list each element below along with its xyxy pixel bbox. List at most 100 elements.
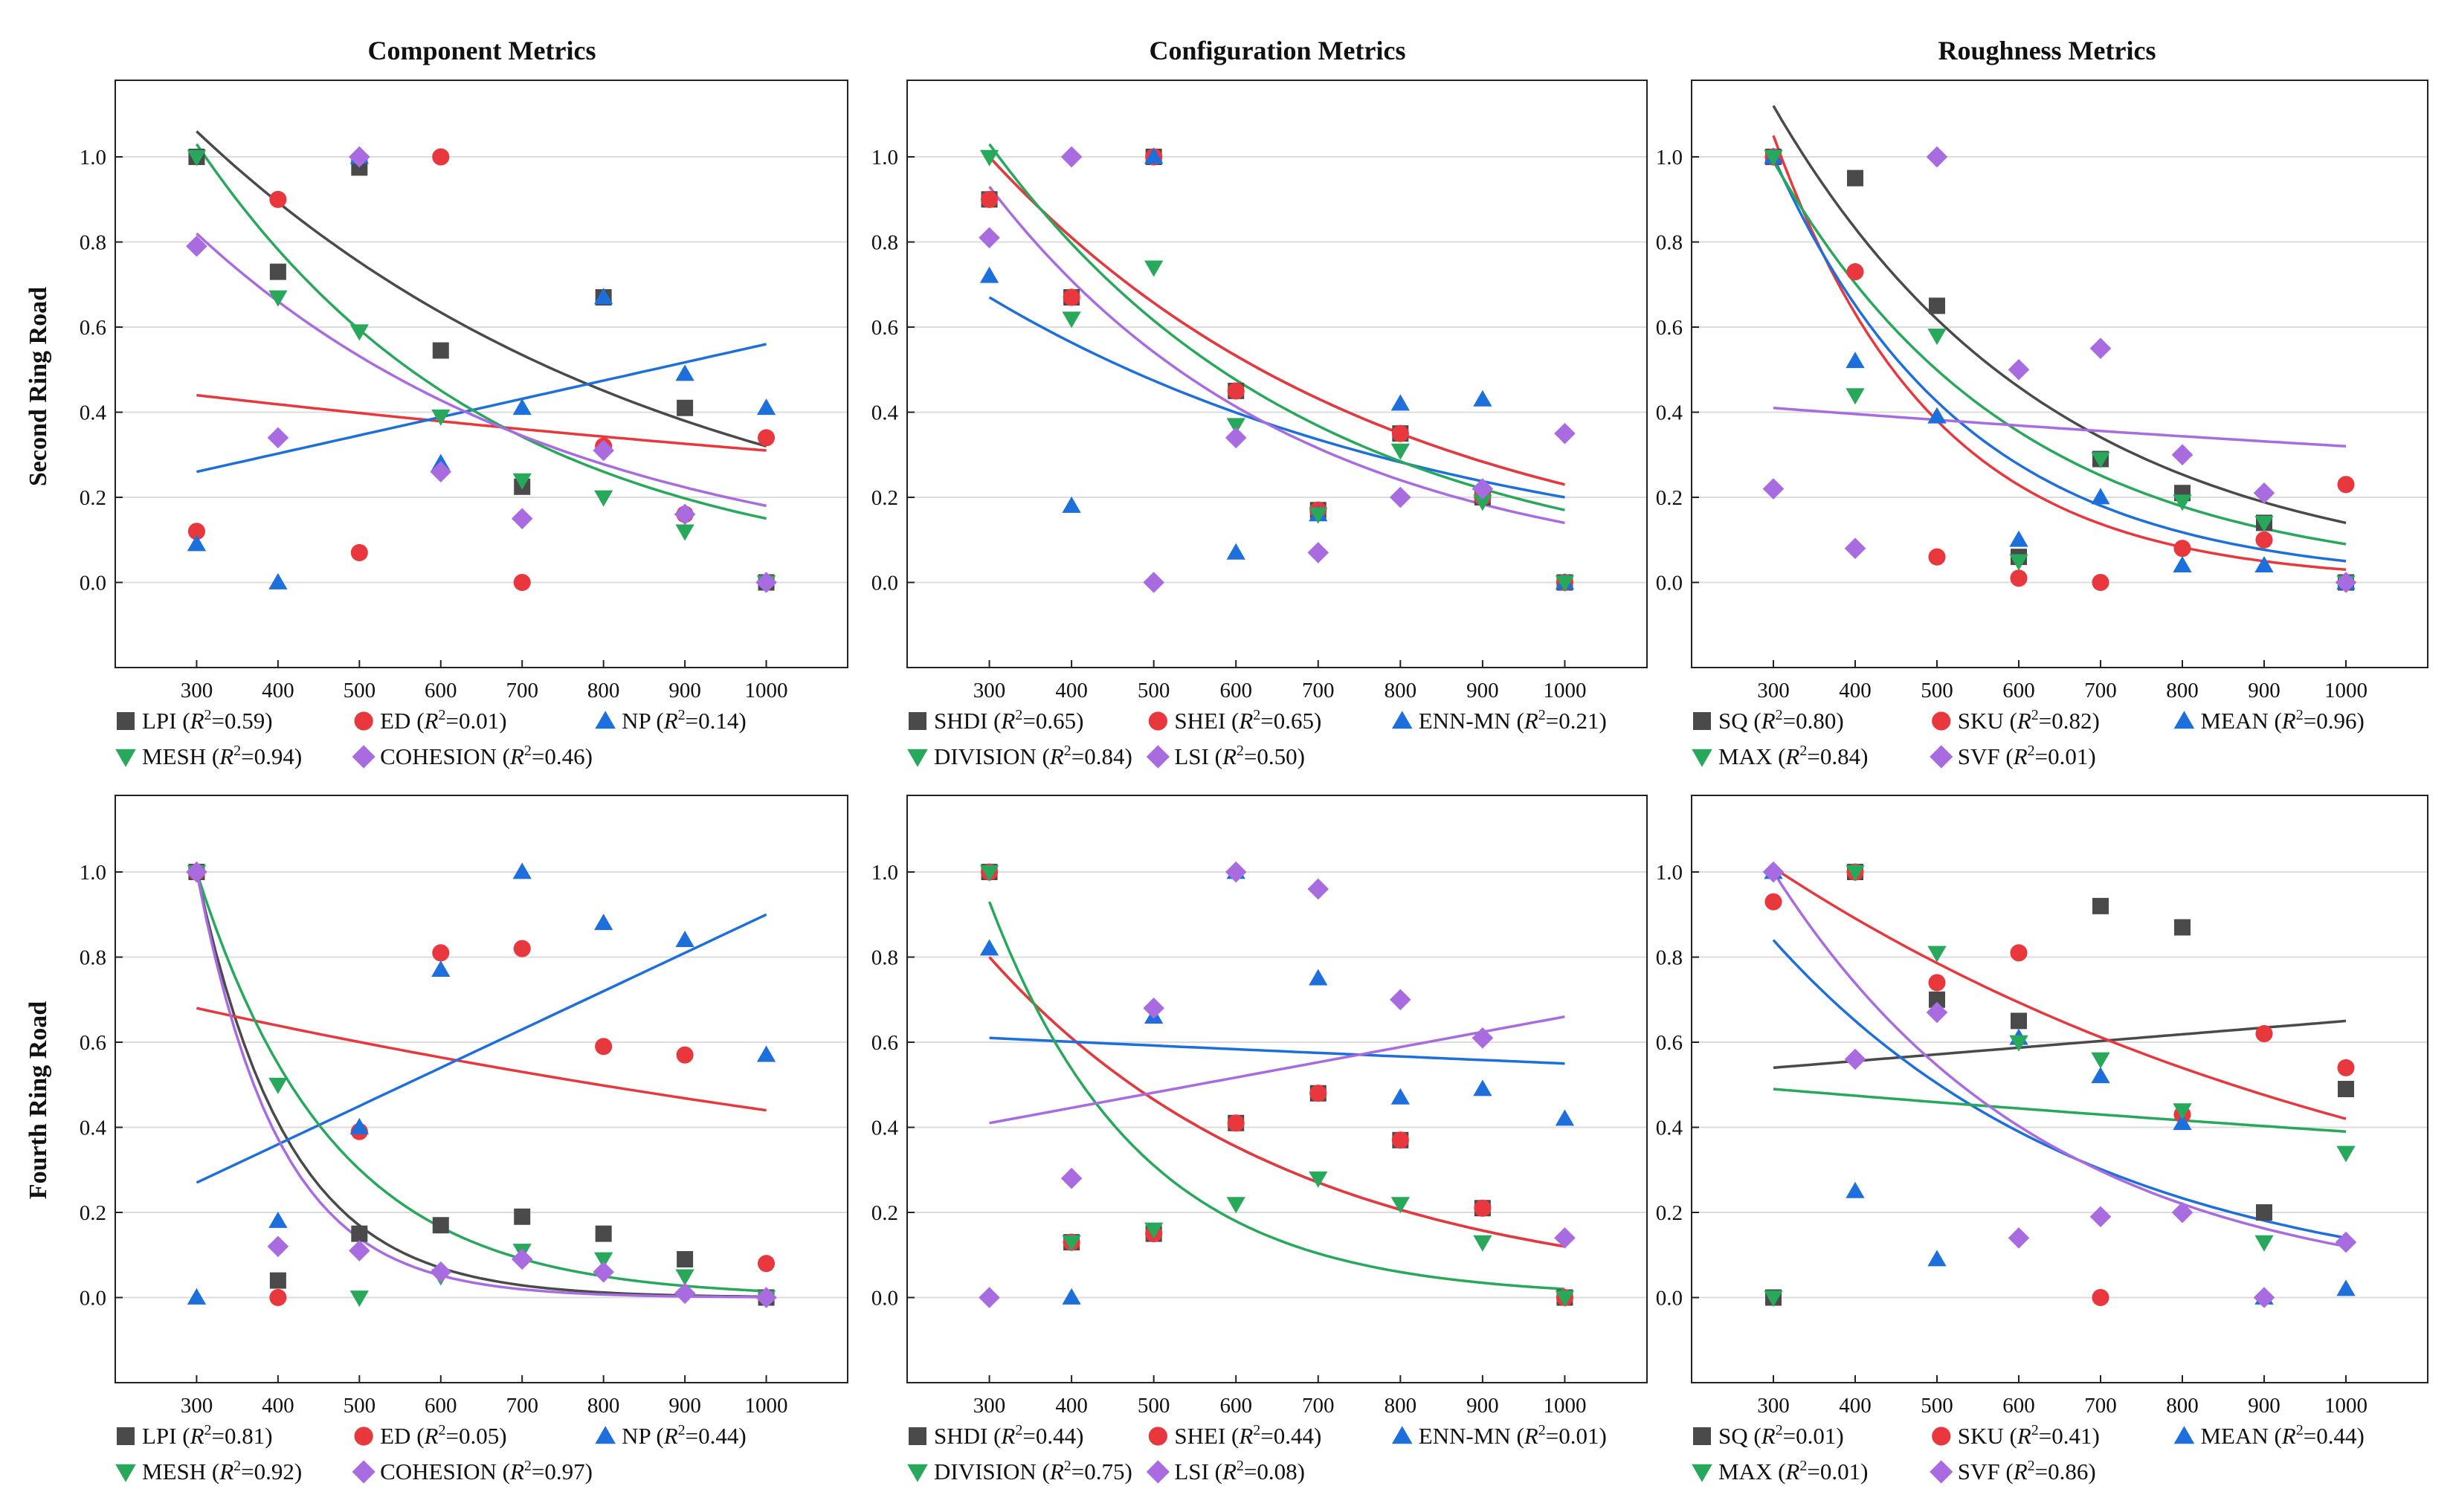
point-max [1927,946,1947,963]
point-ed [269,1288,287,1307]
point-ed [758,1255,776,1273]
chart-panel-5: 0.0 0.2 0.4 0.6 0.8 1.0 300 400 500 600 700 800 900 1… [871,795,1648,1484]
y-tick-label: 0.8 [1656,231,1683,255]
point-np [756,1045,776,1062]
point-max [1927,329,1947,346]
plot-frame [115,795,848,1383]
legend-marker-lpi [117,1427,135,1445]
fit-line-division [988,143,1565,511]
legend-marker-ed [354,1427,373,1446]
plot-frame [906,795,1648,1383]
point-sq [2092,897,2109,914]
fit-line-mean [1772,939,2347,1240]
point-max [2009,554,2028,571]
x-tick-label: 600 [425,1394,457,1418]
legend: LPI (R2=0.81) ED (R2=0.05) NP (R2=0.44) MES… [115,1422,747,1484]
y-tick-label: 0.6 [80,316,106,340]
y-tick-label: 1.0 [1656,146,1683,169]
point-lsi [1225,861,1247,883]
legend-label-mesh: MESH (R2=0.92) [142,1458,302,1484]
legend-marker-mean [2173,711,2195,729]
fit-line-ed [196,393,767,452]
point-enn-mn [1144,147,1164,164]
x-tick-label: 800 [2166,679,2199,702]
point-shei [981,190,999,208]
legend-marker-sku [1932,711,1951,731]
y-tick-label: 0.0 [871,572,898,595]
x-tick-label: 400 [262,679,294,702]
point-lsi [1554,1227,1576,1249]
point-ed [350,543,368,561]
plot-frame [115,80,848,668]
y-tick-label: 0.8 [871,231,898,255]
point-lsi [1472,478,1494,500]
row-title-second-ring: Second Ring Road [25,287,52,486]
point-mean [1846,352,1865,369]
point-svf [2253,1287,2275,1308]
point-mesh [431,409,451,426]
chart-panel-6: 0.0 0.2 0.4 0.6 0.8 1.0 300 400 500 600 700 800 900 1… [1656,795,2428,1484]
point-division [1473,1235,1492,1252]
x-tick-label: 400 [1839,1394,1872,1418]
point-enn-mn [979,939,999,956]
legend-label-shei: SHEI (R2=0.44) [1174,1422,1321,1449]
fit-lines [1772,105,2347,572]
legend-label-svf: SVF (R2=0.86) [1958,1458,2096,1484]
legend-marker-lsi [1146,745,1170,769]
x-tick-label: 400 [1839,679,1872,702]
point-mean [2091,488,2110,505]
legend-label-sq: SQ (R2=0.01) [1718,1422,1844,1449]
point-cohesion [674,1282,696,1305]
point-sku [1846,263,1864,281]
point-np [756,398,776,416]
point-cohesion [186,861,207,883]
legend: SQ (R2=0.01) SKU (R2=0.41) MEAN (R2=0.44) M… [1692,1422,2365,1484]
legend: SQ (R2=0.80) SKU (R2=0.82) MEAN (R2=0.96) M… [1692,707,2365,769]
point-ed [676,1046,694,1064]
point-svf [1762,478,1785,500]
fit-line-shei [988,155,1565,486]
point-sq [2011,1012,2027,1030]
legend-label-np: NP (R2=0.44) [622,1422,747,1449]
fit-line-sq [1772,105,2347,525]
point-cohesion [349,146,370,168]
point-shei [1391,424,1409,442]
point-svf [2335,1231,2357,1253]
point-max [2091,452,2110,469]
chart-panel-2: 0.0 0.2 0.4 0.6 0.8 1.0 300 400 500 600 700 800 900 1… [871,80,1648,769]
point-sq [2338,1081,2354,1097]
point-mesh [349,324,369,341]
point-sku [2092,573,2109,592]
legend-marker-max [1692,749,1712,767]
legend-label-shei: SHEI (R2=0.65) [1174,707,1321,734]
point-max [2173,1103,2192,1120]
x-tick-label: 800 [2166,1394,2199,1418]
legend-marker-max [1692,1464,1712,1482]
point-sq [1847,169,1863,187]
point-np [594,288,613,305]
point-cohesion [430,1261,452,1283]
point-division [1226,1197,1245,1214]
point-svf [2008,1227,2030,1249]
point-cohesion [267,427,289,449]
point-cohesion [267,1235,289,1258]
y-tick-label: 1.0 [871,146,898,169]
chart-panel-4: 0.0 0.2 0.4 0.6 0.8 1.0 300 400 500 600 700 800 900 1… [80,795,848,1484]
legend-label-sq: SQ (R2=0.80) [1718,707,1844,734]
point-ed [432,148,450,166]
point-mesh [187,149,207,167]
legend-marker-enn-mn [1391,711,1413,729]
point-enn-mn [1226,543,1245,560]
y-tick-label: 0.8 [80,946,106,970]
legend-marker-shei [1148,1427,1167,1446]
x-tick-label: 500 [1138,679,1170,702]
point-mean [1927,407,1947,424]
legend-marker-lpi [117,712,135,730]
point-mean [2009,530,2028,547]
point-max [2009,1035,2028,1052]
point-enn-mn [1390,1088,1410,1105]
point-np [187,1288,207,1305]
point-mesh [349,1290,369,1308]
point-cohesion [755,1287,777,1308]
